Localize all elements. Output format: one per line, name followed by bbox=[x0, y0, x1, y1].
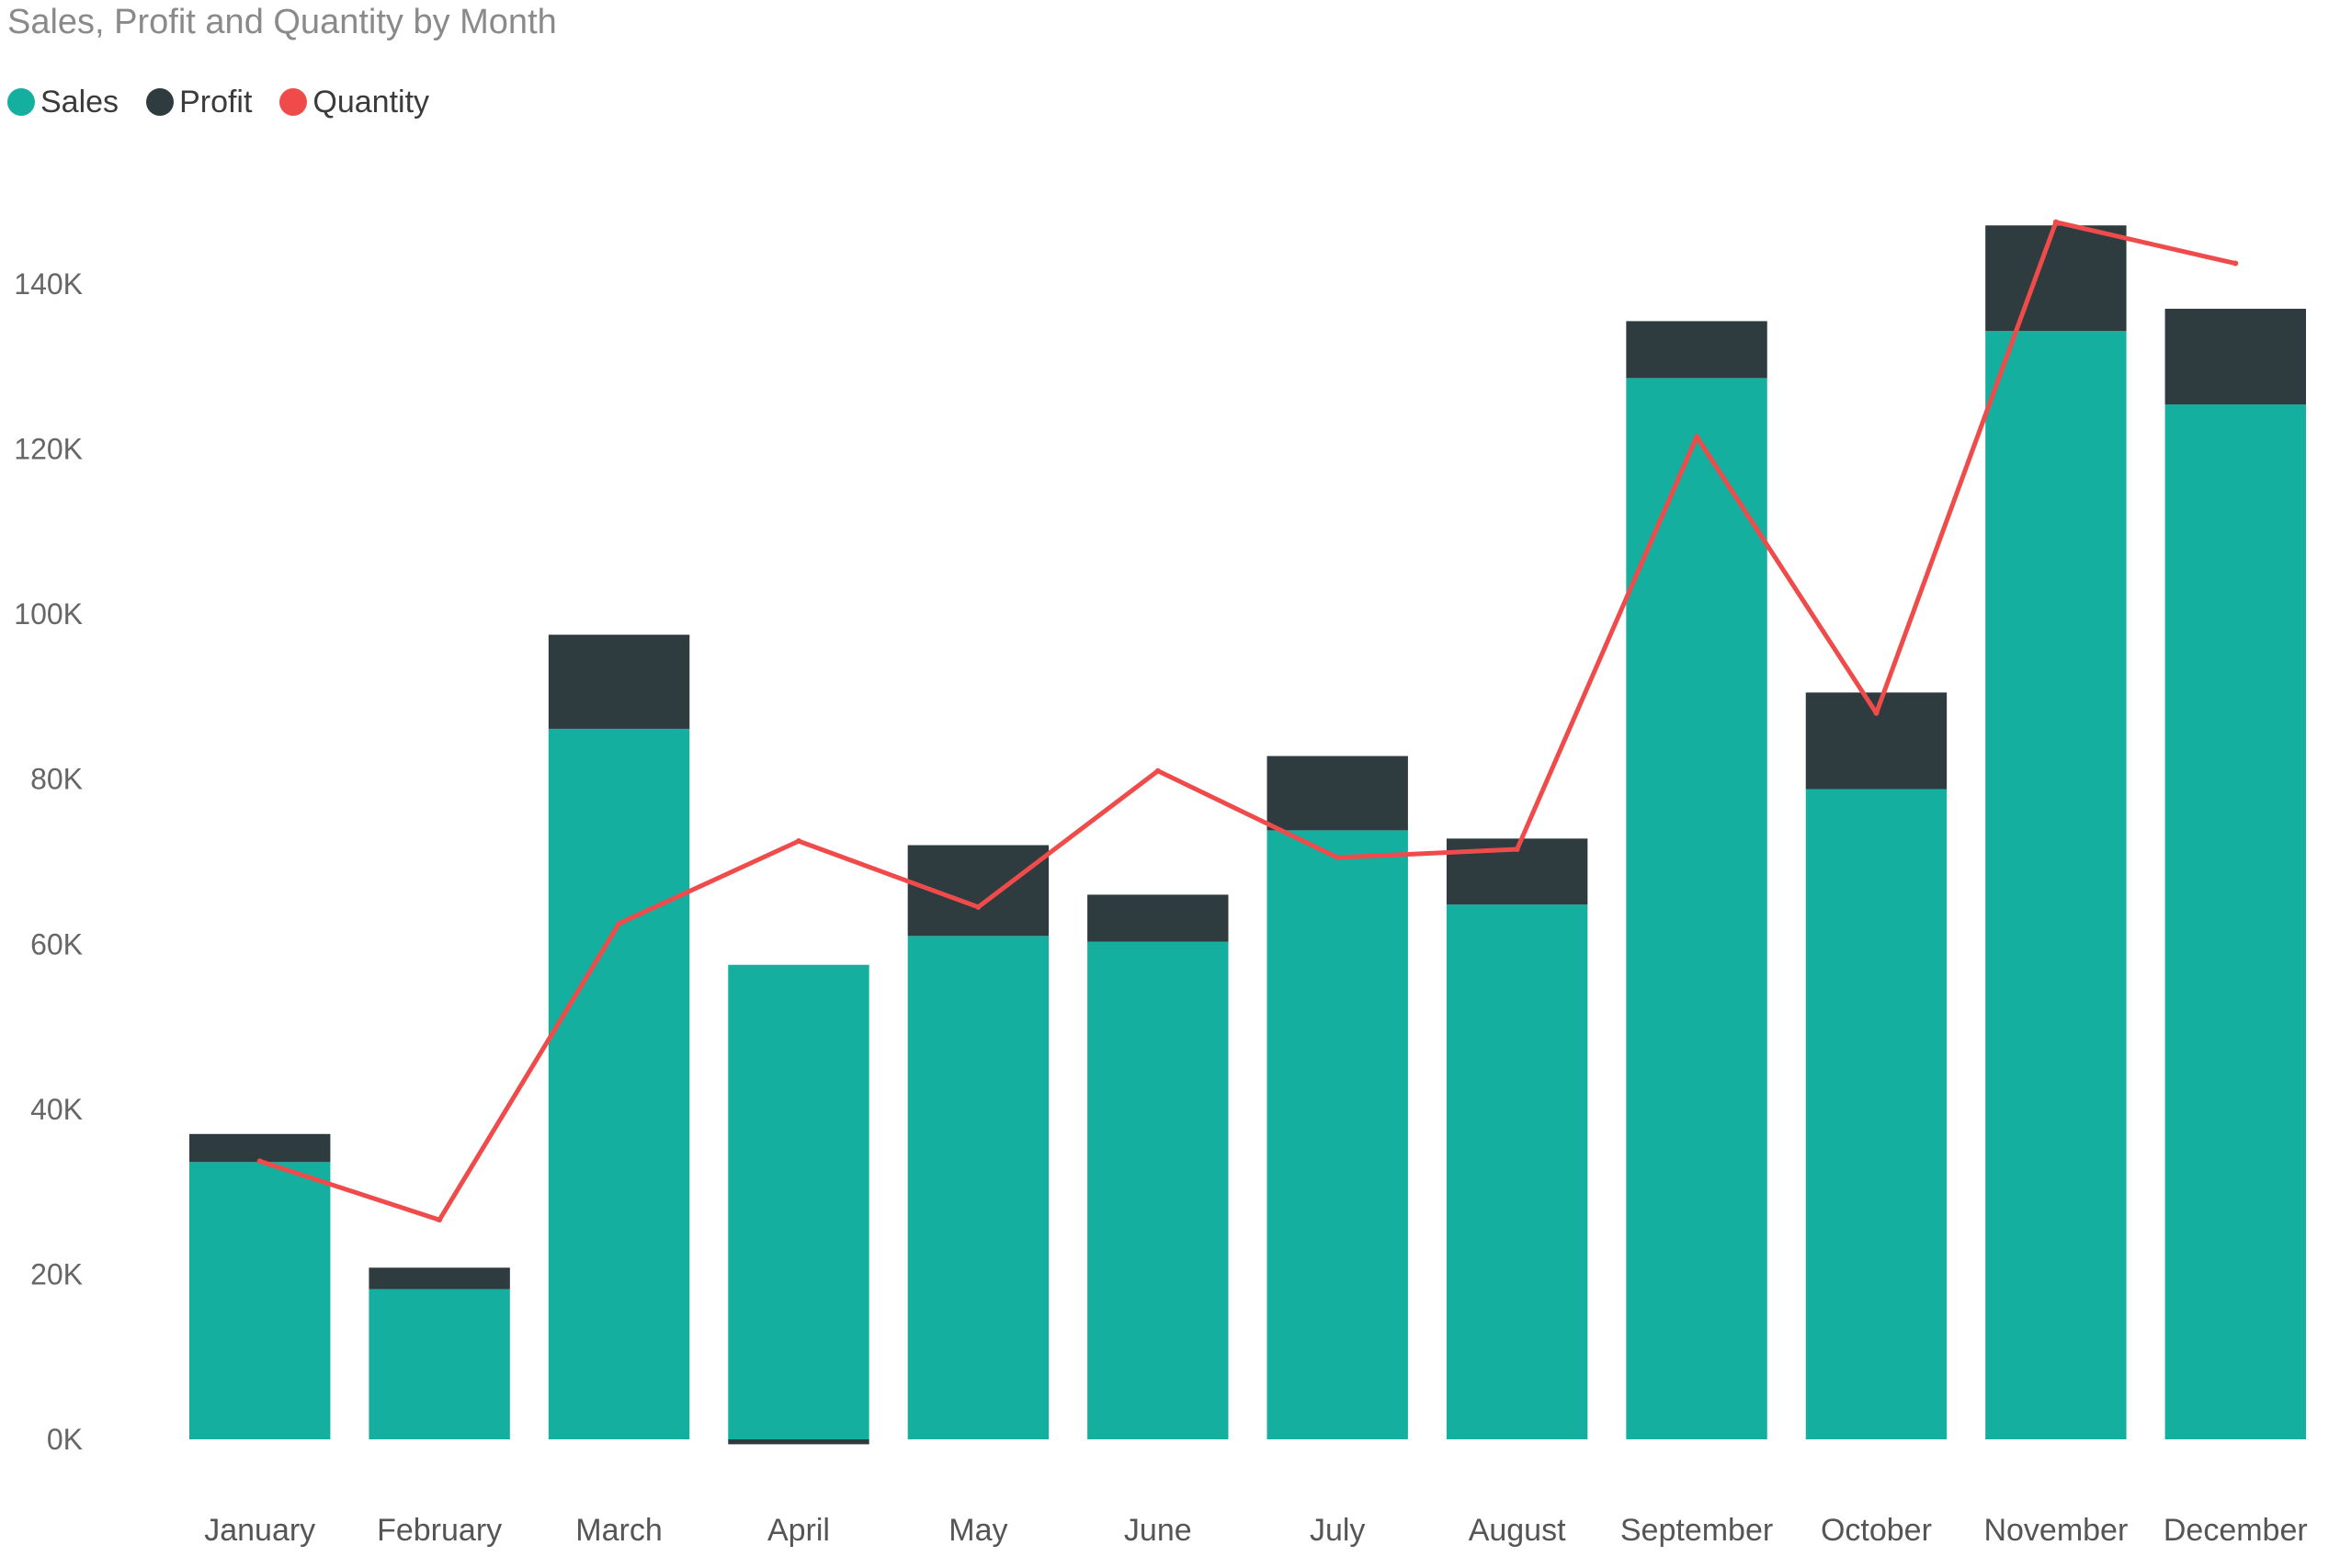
point-quantity[interactable] bbox=[2232, 260, 2239, 267]
line-quantity[interactable] bbox=[258, 220, 2236, 1222]
x-tick-label: January bbox=[204, 1513, 315, 1548]
bar-sales[interactable] bbox=[907, 936, 1050, 1439]
y-tick-label: 0K bbox=[47, 1423, 83, 1456]
bar-profit[interactable] bbox=[189, 1133, 331, 1163]
y-tick-label: 100K bbox=[14, 597, 83, 631]
legend-item-sales[interactable]: Sales bbox=[7, 85, 119, 120]
bar-profit[interactable] bbox=[1985, 225, 2127, 332]
x-tick-label: March bbox=[575, 1513, 662, 1548]
point-quantity[interactable] bbox=[1873, 710, 1880, 716]
point-quantity[interactable] bbox=[437, 1217, 443, 1223]
x-tick-label: November bbox=[1983, 1513, 2128, 1548]
bar-sales[interactable] bbox=[548, 728, 690, 1439]
x-tick-label: October bbox=[1821, 1513, 1932, 1548]
x-tick-label: June bbox=[1124, 1513, 1192, 1548]
point-quantity[interactable] bbox=[1694, 434, 1700, 440]
point-quantity[interactable] bbox=[256, 1158, 263, 1165]
x-tick-label: May bbox=[948, 1513, 1007, 1548]
bar-profit[interactable] bbox=[728, 1439, 869, 1445]
bar-profit[interactable] bbox=[548, 634, 690, 729]
bar-sales[interactable] bbox=[369, 1289, 510, 1439]
legend-swatch-profit bbox=[146, 88, 175, 116]
point-quantity[interactable] bbox=[616, 920, 622, 926]
x-tick-label: April bbox=[767, 1513, 830, 1548]
point-quantity[interactable] bbox=[1514, 846, 1520, 853]
bar-profit[interactable] bbox=[1087, 894, 1229, 942]
legend-label-sales: Sales bbox=[40, 84, 119, 119]
y-tick-label: 140K bbox=[14, 267, 83, 301]
bar-sales[interactable] bbox=[1446, 904, 1588, 1439]
x-tick-label: February bbox=[377, 1513, 502, 1548]
legend-label-profit: Profit bbox=[179, 84, 253, 119]
bar-sales[interactable] bbox=[1626, 378, 1767, 1439]
y-tick-label: 40K bbox=[30, 1093, 83, 1126]
y-tick-label: 120K bbox=[14, 433, 83, 466]
x-tick-label: December bbox=[2164, 1513, 2308, 1548]
bar-sales[interactable] bbox=[2164, 404, 2306, 1439]
x-tick-label: September bbox=[1620, 1513, 1773, 1548]
bar-sales[interactable] bbox=[1267, 830, 1408, 1439]
legend-label-quantity: Quantity bbox=[312, 84, 430, 119]
legend-item-quantity[interactable]: Quantity bbox=[279, 85, 429, 120]
x-tick-label: August bbox=[1469, 1513, 1566, 1548]
bar-profit[interactable] bbox=[2164, 308, 2306, 405]
bar-sales[interactable] bbox=[1985, 331, 2127, 1439]
point-quantity[interactable] bbox=[1154, 767, 1161, 774]
legend-swatch-sales bbox=[7, 88, 35, 116]
bar-profit[interactable] bbox=[1626, 321, 1767, 379]
point-quantity[interactable] bbox=[2052, 219, 2059, 225]
y-tick-label: 60K bbox=[30, 927, 83, 960]
legend: Sales Profit Quantity bbox=[7, 81, 457, 123]
point-quantity[interactable] bbox=[975, 903, 982, 910]
point-quantity[interactable] bbox=[1335, 855, 1341, 861]
bar-sales[interactable] bbox=[1087, 941, 1229, 1439]
chart-title: Sales, Profit and Quantity by Month bbox=[7, 3, 557, 41]
bar-sales[interactable] bbox=[728, 964, 869, 1439]
x-tick-label: July bbox=[1310, 1513, 1365, 1548]
bar-sales[interactable] bbox=[1805, 789, 1948, 1439]
bar-profit[interactable] bbox=[369, 1267, 510, 1290]
y-tick-label: 20K bbox=[30, 1257, 83, 1290]
legend-swatch-quantity bbox=[279, 88, 308, 116]
bar-sales[interactable] bbox=[189, 1162, 331, 1439]
point-quantity[interactable] bbox=[795, 838, 801, 845]
legend-item-profit[interactable]: Profit bbox=[146, 85, 252, 120]
bar-profit[interactable] bbox=[1267, 756, 1408, 831]
y-tick-label: 80K bbox=[30, 763, 83, 796]
